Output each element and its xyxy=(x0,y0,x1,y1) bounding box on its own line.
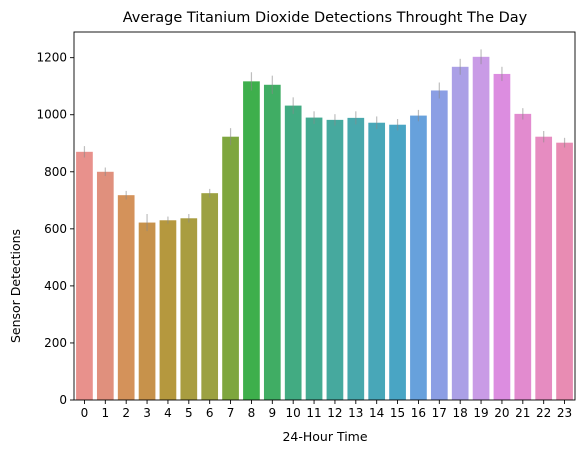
x-tick-label: 7 xyxy=(227,406,235,420)
bar-5 xyxy=(180,218,198,400)
bar-8 xyxy=(243,81,260,401)
x-tick-label: 11 xyxy=(306,406,321,420)
y-tick-label: 0 xyxy=(59,393,67,407)
x-tick-label: 1 xyxy=(101,406,109,420)
x-tick-label: 10 xyxy=(286,406,301,420)
x-axis: 0 1 2 3 4 5 6 7 8 9 10 11 12 13 14 15 16 17 18 19 20 21 22 23 xyxy=(81,400,572,420)
error-bars-group xyxy=(83,49,566,232)
x-tick-label: 9 xyxy=(268,406,276,420)
bar-17 xyxy=(430,90,448,400)
bar-14 xyxy=(368,122,386,400)
bar-23 xyxy=(556,142,573,400)
y-tick-label: 200 xyxy=(44,336,67,350)
x-tick-label: 0 xyxy=(81,406,89,420)
x-tick-label: 21 xyxy=(515,406,530,420)
x-tick-label: 5 xyxy=(185,406,193,420)
x-tick-label: 14 xyxy=(369,406,384,420)
x-tick-label: 6 xyxy=(206,406,214,420)
bar-21 xyxy=(514,113,532,401)
bar-9 xyxy=(263,84,281,400)
x-tick-label: 18 xyxy=(453,406,468,420)
y-axis: 0 200 400 600 800 1000 1200 xyxy=(36,51,74,407)
chart-title: Average Titanium Dioxide Detections Thro… xyxy=(123,10,528,26)
bar-19 xyxy=(472,56,490,400)
bar-12 xyxy=(326,119,344,401)
x-tick-label: 12 xyxy=(327,406,342,420)
bar-4 xyxy=(159,220,177,400)
x-axis-label: 24-Hour Time xyxy=(282,429,367,444)
x-tick-label: 4 xyxy=(164,406,172,420)
bar-22 xyxy=(535,136,553,400)
y-tick-label: 400 xyxy=(44,279,67,293)
x-tick-label: 2 xyxy=(122,406,130,420)
x-tick-label: 20 xyxy=(494,406,509,420)
bar-6 xyxy=(201,193,219,400)
bar-20 xyxy=(493,73,511,401)
bar-13 xyxy=(347,117,365,400)
x-tick-label: 15 xyxy=(390,406,405,420)
x-tick-label: 8 xyxy=(248,406,256,420)
x-tick-label: 17 xyxy=(432,406,447,420)
bar-0 xyxy=(76,151,93,400)
x-tick-label: 23 xyxy=(557,406,572,420)
x-tick-label: 3 xyxy=(143,406,151,420)
bar-15 xyxy=(389,124,406,400)
bar-16 xyxy=(410,115,427,400)
bar-18 xyxy=(451,66,469,400)
bar-7 xyxy=(222,136,239,400)
y-axis-label: Sensor Detections xyxy=(8,229,23,343)
bar-10 xyxy=(284,105,302,400)
y-tick-label: 1200 xyxy=(36,51,67,65)
bars-group xyxy=(76,56,573,401)
x-tick-label: 19 xyxy=(473,406,488,420)
plot-frame xyxy=(73,31,576,401)
y-tick-label: 600 xyxy=(44,222,67,236)
y-tick-label: 1000 xyxy=(36,108,67,122)
bar-1 xyxy=(96,171,114,400)
x-tick-label: 22 xyxy=(536,406,551,420)
bar-2 xyxy=(117,195,135,400)
x-tick-label: 13 xyxy=(348,406,363,420)
bar-3 xyxy=(138,222,156,400)
x-tick-label: 16 xyxy=(411,406,426,420)
bar-11 xyxy=(305,117,323,401)
y-tick-label: 800 xyxy=(44,165,67,179)
